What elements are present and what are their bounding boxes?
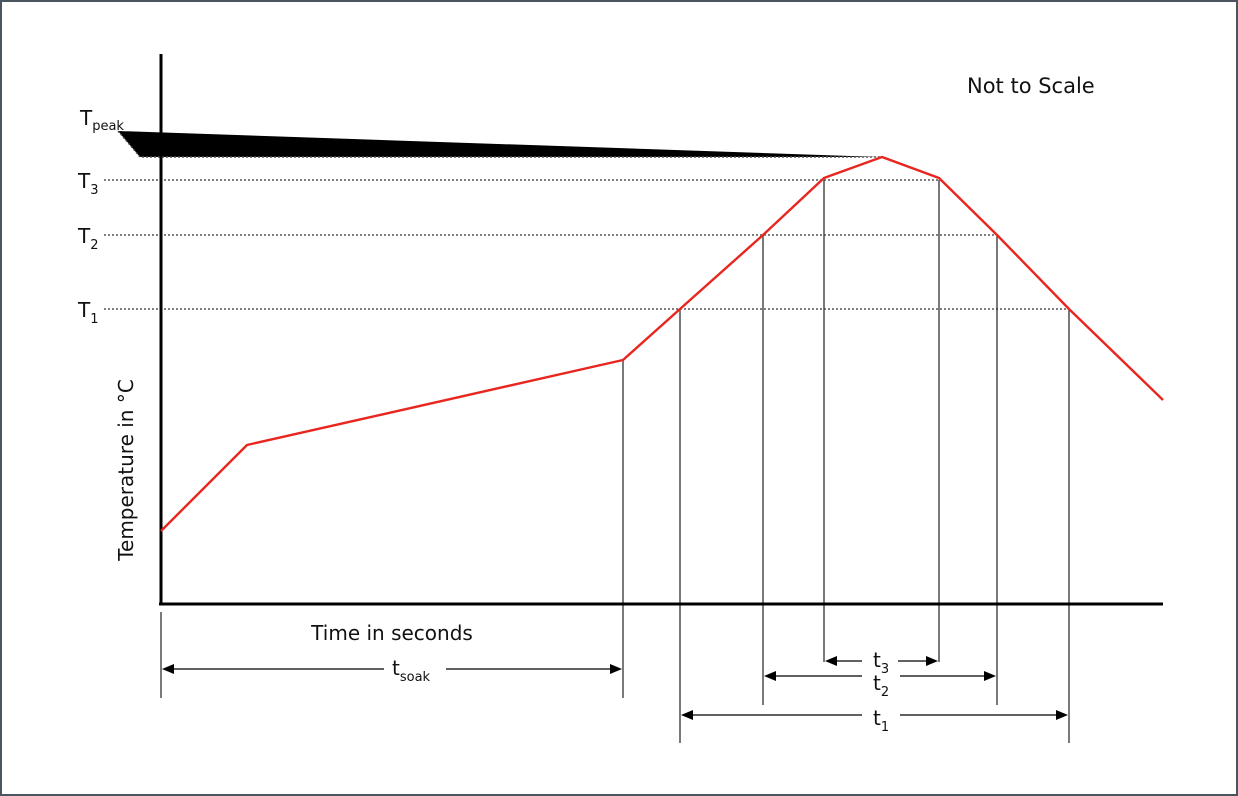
temperature-profile-curve (160, 155, 1164, 532)
t-peak-label-sub: peak (92, 119, 124, 134)
t1-dimension (681, 710, 1068, 720)
t2-label: T2 (77, 224, 99, 253)
t2-label-main: T (77, 224, 91, 248)
t3-interval-label: t3 (873, 648, 889, 677)
t3-interval-label-main: t (873, 648, 881, 672)
t1-label-main: T (77, 298, 91, 322)
t1-interval-label: t1 (873, 706, 889, 735)
not-to-scale-note: Not to Scale (967, 74, 1095, 98)
t-peak-label-main: T (79, 106, 93, 130)
t2-label-sub: 2 (90, 238, 98, 253)
t3-label-sub: 3 (90, 183, 98, 198)
t-soak-label: tsoak (392, 656, 431, 685)
t3-interval-label-sub: 3 (881, 662, 889, 677)
t-soak-label-sub: soak (400, 670, 431, 685)
x-axis-label: Time in seconds (310, 621, 473, 645)
t3-dimension (825, 656, 938, 666)
t-soak-label-main: t (392, 656, 400, 680)
t1-label: T1 (77, 298, 99, 327)
t2-interval-label-main: t (873, 671, 881, 695)
t3-label-main: T (77, 169, 91, 193)
t-peak-leader-line (117, 130, 880, 158)
t-soak-dimension (162, 664, 622, 674)
t1-label-sub: 1 (90, 312, 98, 327)
t3-label: T3 (77, 169, 99, 198)
t1-interval-label-sub: 1 (881, 720, 889, 735)
t-peak-label: Tpeak (79, 106, 124, 134)
t1-interval-label-main: t (873, 706, 881, 730)
t2-interval-label: t2 (873, 671, 889, 700)
y-axis-label: Temperature in °C (114, 379, 138, 562)
t2-dimension (764, 671, 996, 681)
t2-interval-label-sub: 2 (881, 685, 889, 700)
